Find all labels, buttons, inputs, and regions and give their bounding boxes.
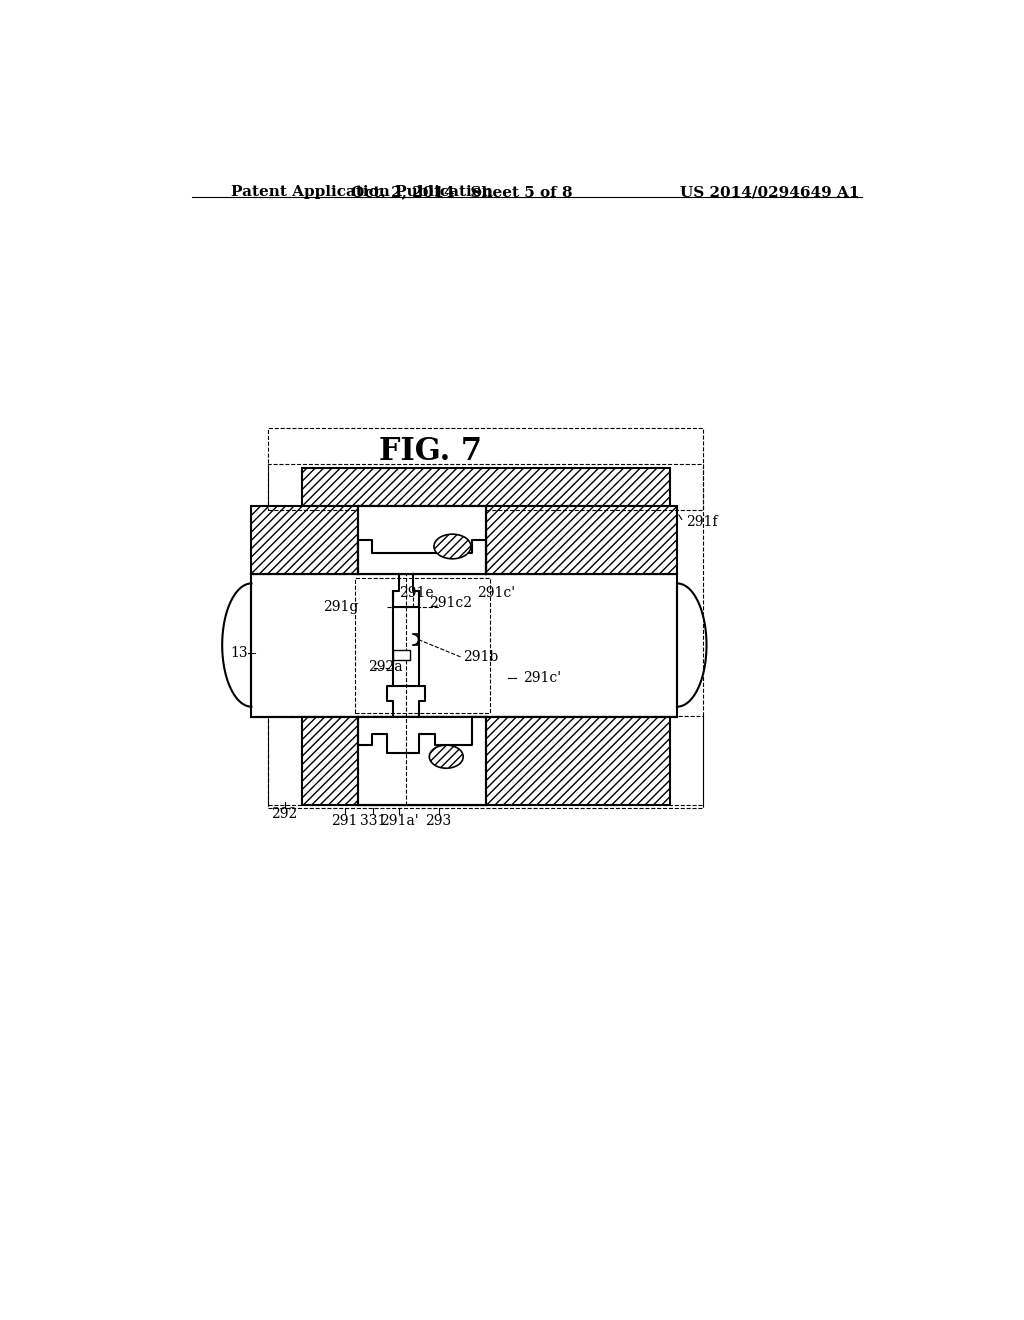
Text: 293: 293 — [425, 813, 452, 828]
Text: 291b: 291b — [463, 651, 499, 664]
Text: 292: 292 — [271, 808, 298, 821]
Text: 291c2: 291c2 — [429, 597, 472, 610]
Bar — [486, 507, 677, 574]
Text: Patent Application Publication: Patent Application Publication — [230, 185, 493, 199]
Text: 13: 13 — [230, 645, 248, 660]
Text: FIG. 7: FIG. 7 — [379, 436, 482, 466]
Text: 291f: 291f — [686, 515, 718, 529]
Text: 291c': 291c' — [523, 671, 561, 685]
Bar — [267, 428, 703, 805]
Text: 291c': 291c' — [477, 586, 515, 601]
Bar — [301, 717, 670, 805]
Text: 291: 291 — [332, 813, 357, 828]
Bar — [301, 469, 670, 507]
Bar — [393, 649, 410, 660]
Bar — [355, 578, 490, 713]
Ellipse shape — [429, 744, 463, 768]
Bar — [357, 507, 486, 574]
Text: Oct. 2, 2014   Sheet 5 of 8: Oct. 2, 2014 Sheet 5 of 8 — [351, 185, 572, 199]
Text: 291a': 291a' — [380, 813, 419, 828]
Ellipse shape — [434, 535, 471, 558]
Bar — [252, 574, 677, 717]
Text: 331: 331 — [359, 813, 386, 828]
Bar — [252, 507, 357, 574]
Text: 292a: 292a — [368, 660, 402, 673]
Text: 291g: 291g — [323, 599, 358, 614]
Bar — [357, 717, 486, 805]
Text: 291e: 291e — [399, 586, 434, 601]
Text: US 2014/0294649 A1: US 2014/0294649 A1 — [680, 185, 859, 199]
Bar — [267, 465, 703, 511]
Bar — [267, 715, 703, 808]
